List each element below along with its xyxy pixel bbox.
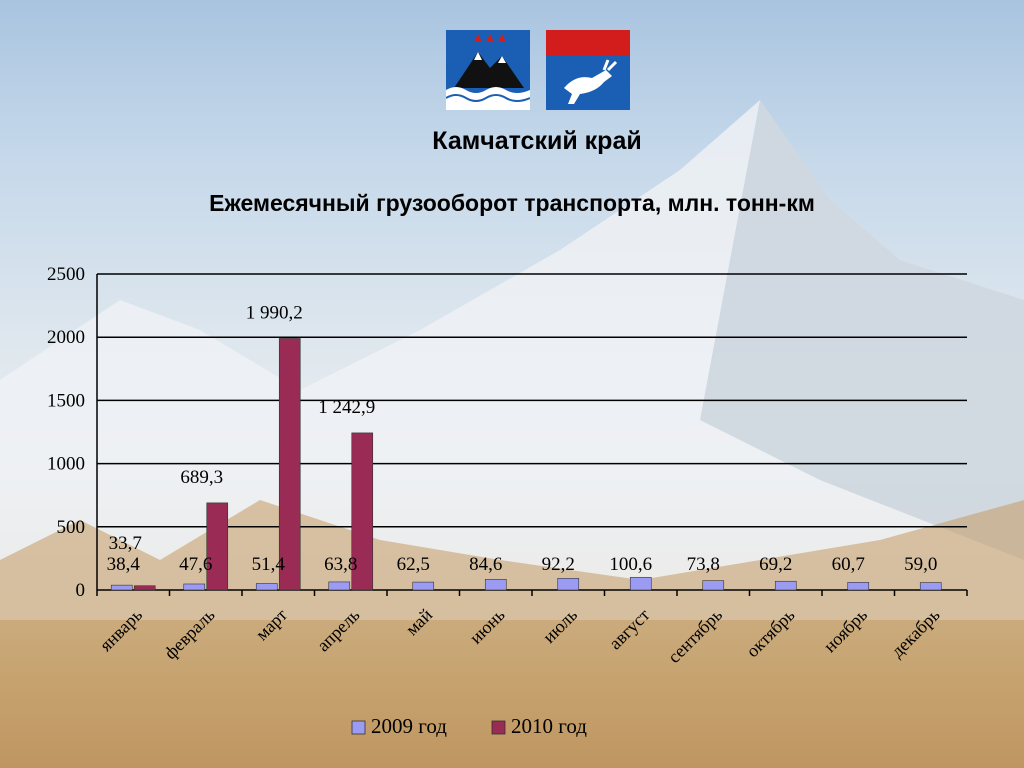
x-tick-label: декабрь [887,605,944,662]
data-label-2009: 59,0 [904,554,937,575]
legend-swatch-2009 [351,720,366,735]
data-label-2009: 100,6 [609,554,652,575]
data-label-2009: 92,2 [542,554,575,575]
data-label-2010: 1 990,2 [246,302,303,323]
x-tick-label: июнь [466,605,509,648]
bar-2010 [133,585,156,591]
x-tick-label: ноябрь [820,605,872,657]
bar-2009 [255,583,278,591]
data-label-2009: 69,2 [759,554,792,575]
data-label-2009: 60,7 [832,554,865,575]
data-label-2009: 38,4 [107,554,141,575]
x-tick-label: апрель [313,605,364,656]
bar-2009 [110,584,133,591]
legend-label-2010: 2010 год [511,714,587,738]
y-tick-label: 0 [76,580,86,601]
data-label-2009: 47,6 [179,554,212,575]
background-mountain-shadow [700,100,1024,560]
y-tick-label: 1000 [47,454,85,475]
data-label-2010: 33,7 [109,533,142,554]
x-tick-label: май [402,604,437,639]
legend-label-2009: 2009 год [371,714,447,738]
koryak-okrug-coat-of-arms-icon [546,30,630,110]
x-tick-label: июль [539,605,581,647]
y-tick-label: 2500 [47,264,85,285]
y-tick-label: 500 [57,517,86,538]
bar-2009 [919,582,942,591]
bar-2009 [774,580,797,591]
bar-2009 [702,580,725,591]
x-tick-label: февраль [160,605,218,663]
data-label-2009: 51,4 [252,554,286,575]
legend-swatch-2010 [491,720,506,735]
x-tick-label: октябрь [742,605,798,661]
data-label-2010: 1 242,9 [318,397,375,418]
x-tick-label: сентябрь [664,605,726,667]
bar-2009 [629,576,652,591]
data-label-2010: 689,3 [180,467,223,488]
bar-2010 [206,502,229,591]
chart-title: Ежемесячный грузооборот транспорта, млн.… [209,190,815,216]
bar-2009 [183,583,206,591]
x-tick-label: август [605,605,654,654]
x-tick-label: март [252,605,292,645]
bar-2009 [328,581,351,591]
bar-2009 [847,582,870,591]
region-title: Камчатский край [432,127,642,155]
x-tick-label: январь [96,605,146,655]
data-label-2009: 84,6 [469,554,502,575]
bar-2009 [484,579,507,591]
y-tick-label: 1500 [47,390,85,411]
bar-2010 [351,432,374,591]
background-forest [0,500,1024,768]
bar-2009 [557,578,580,591]
data-label-2009: 73,8 [687,554,720,575]
data-label-2009: 62,5 [397,554,430,575]
kamchatka-coat-of-arms-icon [446,30,530,110]
data-label-2009: 63,8 [324,554,357,575]
bar-2010 [278,338,301,591]
bar-2009 [412,581,435,591]
y-tick-label: 2000 [47,327,85,348]
